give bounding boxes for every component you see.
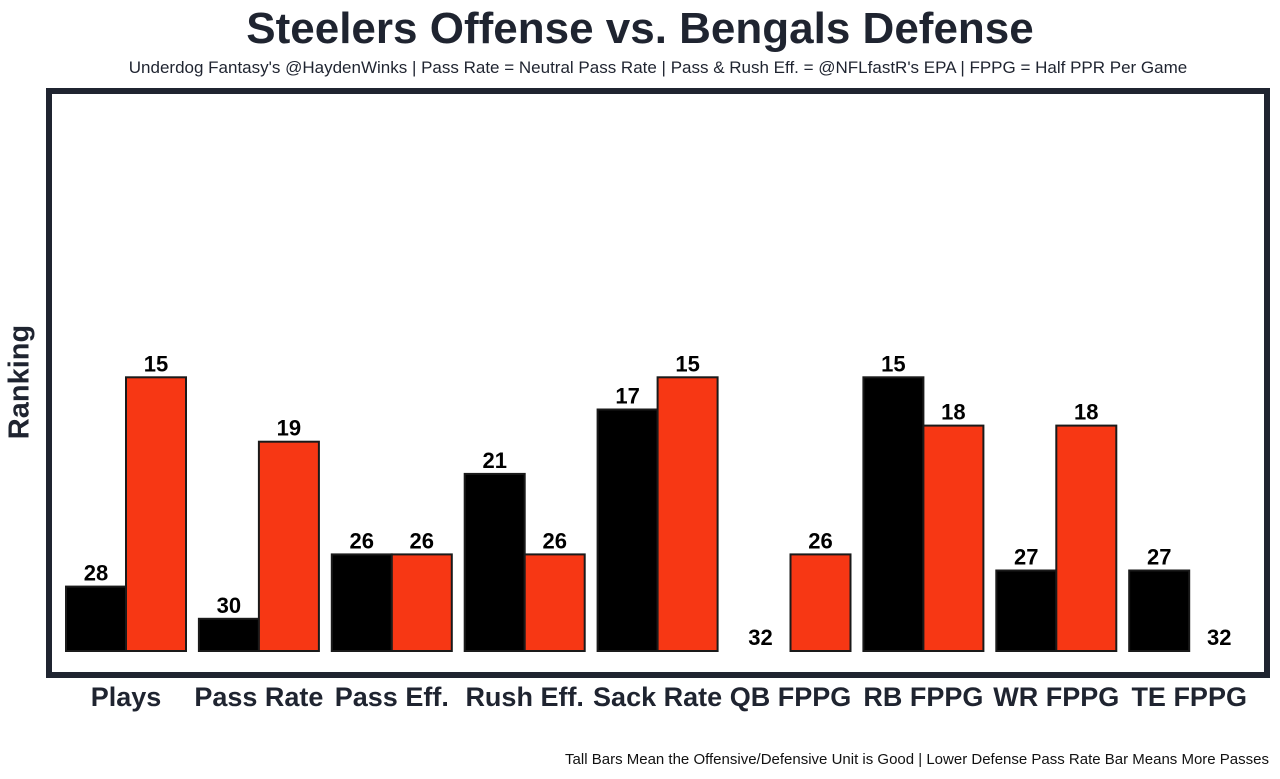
bar-offense-rb-fppg [862, 376, 925, 652]
data-label-offense-qb-fppg: 32 [748, 625, 772, 650]
bar-offense-wr-fppg [995, 569, 1058, 652]
data-label-offense-rb-fppg: 15 [881, 351, 905, 376]
chart-subtitle: Underdog Fantasy's @HaydenWinks | Pass R… [128, 58, 1188, 77]
x-tick-labels-group: Plays Pass Rate Pass Eff. Rush Eff. Sack Rat… [91, 682, 1247, 712]
data-label-defense-rb-fppg: 18 [941, 400, 965, 425]
x-tick-wr-fppg: WR FPPG [993, 682, 1119, 712]
bars-group [65, 376, 1191, 653]
data-label-offense-plays: 28 [84, 561, 108, 586]
data-labels-group: 28 15 30 19 26 26 21 26 17 15 32 26 15 18 27 18 27 32 [84, 351, 1232, 650]
data-label-offense-rush-eff: 21 [482, 448, 506, 473]
bar-defense-pass-rate [257, 440, 320, 653]
plot-frame [46, 88, 1270, 678]
x-tick-plays: Plays [91, 682, 162, 712]
chart-title: Steelers Offense vs. Bengals Defense [246, 4, 1034, 53]
bar-defense-qb-fppg [789, 553, 852, 653]
bar-offense-pass-eff [330, 553, 393, 653]
data-label-offense-pass-rate: 30 [217, 593, 241, 618]
bar-offense-pass-rate [197, 617, 260, 652]
x-tick-rush-eff: Rush Eff. [465, 682, 584, 712]
data-label-offense-sack-rate: 17 [615, 384, 639, 409]
bar-offense-sack-rate [596, 408, 659, 652]
bar-defense-plays [125, 376, 187, 652]
data-label-defense-qb-fppg: 26 [808, 528, 832, 553]
x-tick-sack-rate: Sack Rate [593, 682, 722, 712]
data-label-defense-rush-eff: 26 [542, 528, 566, 553]
chart-footnote: Tall Bars Mean the Offensive/Defensive U… [565, 751, 1269, 768]
x-tick-te-fppg: TE FPPG [1131, 682, 1247, 712]
data-label-defense-te-fppg: 32 [1207, 625, 1231, 650]
data-label-offense-wr-fppg: 27 [1014, 545, 1038, 570]
x-tick-rb-fppg: RB FPPG [863, 682, 983, 712]
x-tick-qb-fppg: QB FPPG [730, 682, 852, 712]
data-label-defense-pass-eff: 26 [410, 528, 434, 553]
data-label-defense-sack-rate: 15 [675, 351, 699, 376]
x-tick-pass-rate: Pass Rate [194, 682, 323, 712]
bar-offense-rush-eff [463, 472, 526, 652]
data-label-defense-plays: 15 [144, 351, 168, 376]
data-label-defense-pass-rate: 19 [277, 416, 301, 441]
bar-offense-te-fppg [1128, 569, 1191, 652]
bar-defense-rb-fppg [922, 424, 985, 652]
bar-defense-pass-eff [390, 553, 453, 653]
bar-defense-wr-fppg [1055, 424, 1118, 652]
data-label-defense-wr-fppg: 18 [1074, 400, 1098, 425]
bar-offense-plays [65, 585, 127, 652]
bar-defense-sack-rate [656, 376, 719, 652]
data-label-offense-te-fppg: 27 [1147, 545, 1171, 570]
data-label-offense-pass-eff: 26 [350, 528, 374, 553]
bar-defense-rush-eff [523, 553, 586, 653]
x-tick-pass-eff: Pass Eff. [335, 682, 449, 712]
